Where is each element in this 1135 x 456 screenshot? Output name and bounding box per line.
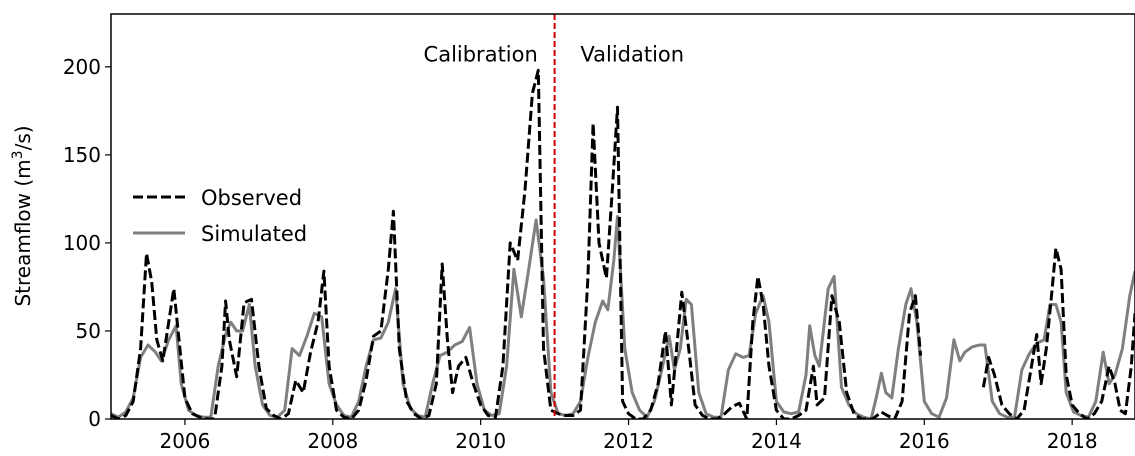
y-tick-label: 200 [63,55,101,79]
legend-label: Simulated [201,222,307,246]
annotation-label: Calibration [424,43,538,67]
y-axis-title-main: Streamflow (m [11,159,35,306]
y-axis-title-superscript: 3 [10,150,26,159]
series-layer [111,68,1135,419]
y-tick-label: 0 [88,407,101,431]
y-axis-title: Streamflow (m3/s) [10,125,35,306]
legend-label: Observed [201,186,302,210]
x-tick-label: 2012 [603,429,654,453]
legend: Observed Simulated [133,186,307,246]
annotation-label: Validation [580,43,684,67]
x-tick-label: 2006 [159,429,210,453]
x-tick-label: 2018 [1047,429,1098,453]
simulated-series-line [111,215,1135,419]
y-axis-title-tail: /s) [11,125,35,150]
plot-frame [110,13,1135,420]
observed-series-line [111,68,923,419]
axis-ticks: 2006 2008 2010 2012 2014 2016 2018 0 50 100 150 200 [63,55,1098,453]
annotations: Calibration Validation [424,43,685,67]
observed-series-line [981,246,1135,419]
x-tick-label: 2014 [751,429,802,453]
y-axis-title-text: Streamflow (m3/s) [10,125,35,306]
x-tick-label: 2010 [455,429,506,453]
x-tick-label: 2008 [307,429,358,453]
y-tick-label: 150 [63,143,101,167]
y-tick-label: 50 [76,319,101,343]
x-tick-label: 2016 [899,429,950,453]
y-tick-label: 100 [63,231,101,255]
